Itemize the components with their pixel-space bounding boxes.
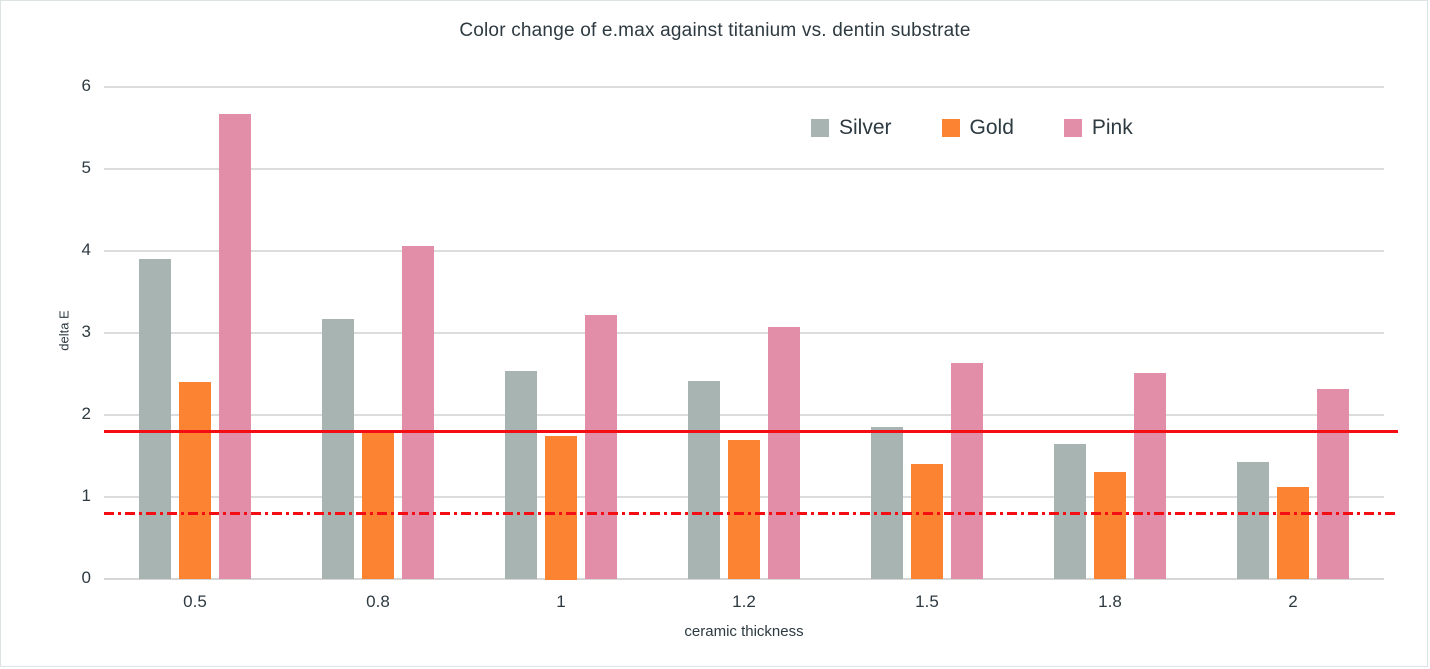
y-tick-label: 0 [81,568,91,587]
bar-silver-0.5 [139,259,171,579]
bar-pink-1 [585,315,617,579]
y-tick-label: 5 [81,158,91,177]
y-tick-label: 2 [81,404,91,423]
y-tick-label: 1 [81,486,91,505]
bar-pink-2 [1317,389,1349,579]
gridline-y2 [104,414,1384,416]
gridline-y4 [104,250,1384,252]
x-axis-label: ceramic thickness [684,623,804,640]
x-tick-label: 2 [1288,592,1298,611]
legend-swatch-pink-icon [1063,119,1082,137]
bar-pink-1.8 [1134,373,1166,579]
legend-item-silver: Silver [811,116,892,140]
bar-pink-1.5 [951,363,983,579]
gridline-y6 [104,86,1384,88]
x-tick-label: 1 [556,592,566,611]
legend-item-pink: Pink [1063,116,1133,140]
reference-line-solid [104,429,1398,433]
bar-pink-0.8 [402,246,434,579]
bar-gold-1.5 [911,464,943,579]
bar-silver-1 [505,371,537,579]
bar-silver-0.8 [322,319,354,579]
legend: Silver Gold Pink [811,113,1133,143]
x-tick-label: 0.5 [183,592,207,611]
bar-silver-1.2 [688,381,720,579]
x-tick-label: 1.5 [915,592,939,611]
bar-silver-2 [1237,462,1269,579]
bar-gold-1.8 [1094,472,1126,579]
bar-gold-1 [545,436,577,580]
bar-gold-2 [1277,487,1309,579]
bar-gold-0.5 [179,382,211,579]
x-tick-label: 1.2 [732,592,756,611]
legend-label-silver: Silver [839,116,892,139]
legend-item-gold: Gold [941,116,1014,140]
legend-label-gold: Gold [969,116,1014,139]
legend-swatch-silver-icon [811,119,829,137]
y-tick-label: 4 [81,240,91,259]
x-tick-label: 0.8 [366,592,390,611]
gridline-y0 [104,578,1384,580]
gridline-y5 [104,168,1384,170]
bar-pink-1.2 [768,327,800,579]
y-tick-label: 6 [81,76,91,95]
x-tick-label: 1.8 [1098,592,1122,611]
bar-gold-0.8 [362,430,394,579]
bar-silver-1.5 [871,427,903,579]
y-tick-label: 3 [81,322,91,341]
chart-title: Color change of e.max against titanium v… [459,20,971,41]
bar-pink-0.5 [219,114,251,579]
bar-gold-1.2 [728,440,760,579]
legend-swatch-gold-icon [941,119,960,137]
legend-label-pink: Pink [1091,116,1133,139]
bar-silver-1.8 [1054,444,1086,579]
gridline-y3 [104,332,1384,334]
reference-line-dash-dot [104,511,1398,515]
